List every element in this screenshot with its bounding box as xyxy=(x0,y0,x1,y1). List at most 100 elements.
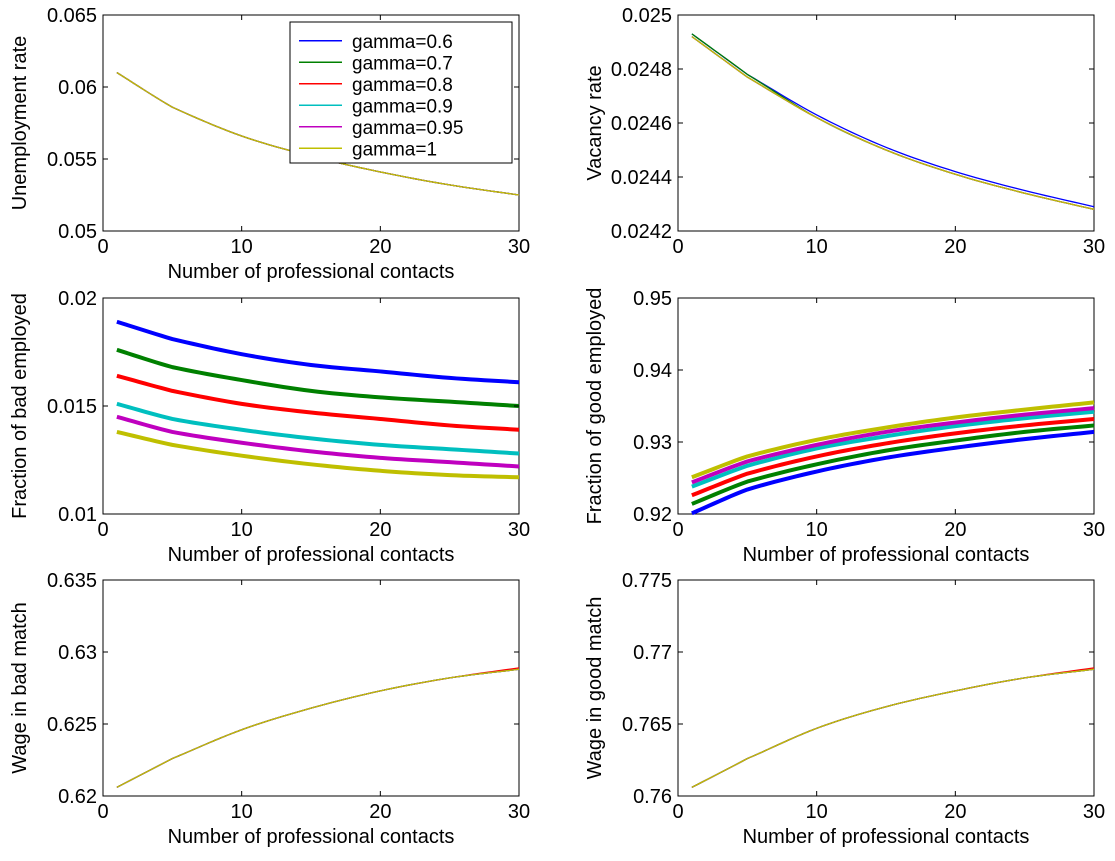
panel-4: 0 10 20 30 0.92 0.93 0.94 0.95 Number of profess… xyxy=(584,288,1105,566)
series-line-gamma-1 xyxy=(116,668,520,788)
x-tick-label: 0 xyxy=(672,519,683,541)
x-tick-label: 30 xyxy=(508,236,530,258)
plot-area xyxy=(677,14,1095,232)
legend: gamma=0.6gamma=0.7gamma=0.8gamma=0.9gamm… xyxy=(289,21,513,164)
x-axis-label: Number of professional contacts xyxy=(168,544,455,566)
series-lines xyxy=(116,667,520,788)
series-lines xyxy=(116,319,520,480)
x-tick-label: 10 xyxy=(806,801,828,823)
y-tick-label: 0.95 xyxy=(633,288,672,310)
x-tick-label: 10 xyxy=(806,519,828,541)
y-tick-label: 0.775 xyxy=(622,570,672,592)
y-tick-label: 0.065 xyxy=(47,5,97,27)
legend-item: gamma=0.9 xyxy=(299,96,453,117)
series-line-gamma-1 xyxy=(691,668,1095,788)
y-tick-label: 0.01 xyxy=(58,504,97,526)
legend-label: gamma=0.8 xyxy=(352,75,453,96)
y-tick-label: 0.0242 xyxy=(611,221,672,243)
legend-item: gamma=1 xyxy=(299,139,437,160)
y-axis-label: Unemployment rate xyxy=(9,36,31,211)
x-tick-label: 30 xyxy=(1083,801,1105,823)
x-tick-label: 20 xyxy=(369,801,391,823)
y-tick-label: 0.94 xyxy=(633,360,672,382)
x-tick-label: 0 xyxy=(97,801,108,823)
series-line-gamma-0-8 xyxy=(691,416,1095,498)
series-line-gamma-1 xyxy=(691,36,1095,211)
x-tick-label: 30 xyxy=(508,801,530,823)
x-axis-label: Number of professional contacts xyxy=(743,826,1030,848)
legend-label: gamma=0.95 xyxy=(352,118,463,139)
y-tick-label: 0.92 xyxy=(633,504,672,526)
x-tick-label: 0 xyxy=(97,236,108,258)
y-tick-label: 0.765 xyxy=(622,714,672,736)
series-line-gamma-0-8 xyxy=(116,373,520,432)
panel-2: 0 10 20 30 0.0242 0.0244 0.0246 0.0248 0.025 Vaca… xyxy=(584,5,1105,258)
x-tick-label: 10 xyxy=(231,801,253,823)
series-line-gamma-1 xyxy=(116,429,520,480)
y-tick-label: 0.025 xyxy=(622,5,672,27)
legend-item: gamma=0.8 xyxy=(299,75,453,96)
y-tick-label: 0.635 xyxy=(47,570,97,592)
legend-label: gamma=0.6 xyxy=(352,32,453,53)
series-line-gamma-0-6 xyxy=(116,319,520,385)
legend-label: gamma=0.9 xyxy=(352,96,453,117)
series-line-gamma-0-7 xyxy=(691,423,1095,506)
y-tick-label: 0.93 xyxy=(633,432,672,454)
x-tick-label: 30 xyxy=(508,519,530,541)
y-tick-label: 0.62 xyxy=(58,786,97,808)
y-tick-label: 0.625 xyxy=(47,714,97,736)
x-tick-label: 30 xyxy=(1083,519,1105,541)
panel-3: 0 10 20 30 0.01 0.015 0.02 Number of profession… xyxy=(9,288,530,566)
x-tick-label: 20 xyxy=(944,519,966,541)
series-line-gamma-0-95 xyxy=(691,406,1095,485)
x-tick-label: 0 xyxy=(672,236,683,258)
plot-area xyxy=(102,297,520,515)
y-tick-label: 0.0246 xyxy=(611,113,672,135)
y-tick-label: 0.0244 xyxy=(611,167,672,189)
series-line-gamma-0-9 xyxy=(116,401,520,456)
plot-area xyxy=(102,579,520,797)
panel-5: 0 10 20 30 0.62 0.625 0.63 0.635 Number of profe… xyxy=(9,570,530,848)
x-tick-label: 10 xyxy=(231,519,253,541)
y-axis-label: Wage in bad match xyxy=(9,602,31,774)
x-tick-label: 10 xyxy=(806,236,828,258)
legend-item: gamma=0.95 xyxy=(299,118,463,139)
y-tick-label: 0.0248 xyxy=(611,59,672,81)
x-axis-label: Number of professional contacts xyxy=(743,544,1030,566)
x-axis-label: Number of professional contacts xyxy=(168,261,455,283)
y-tick-label: 0.76 xyxy=(633,786,672,808)
x-tick-label: 20 xyxy=(369,519,391,541)
legend-label: gamma=1 xyxy=(352,139,437,160)
series-lines xyxy=(691,667,1095,788)
series-line-gamma-0-9 xyxy=(691,409,1095,489)
y-tick-label: 0.015 xyxy=(47,396,97,418)
x-tick-label: 10 xyxy=(231,236,253,258)
plot-area xyxy=(677,579,1095,797)
plot-area xyxy=(677,297,1095,515)
y-tick-label: 0.05 xyxy=(58,221,97,243)
legend-item: gamma=0.7 xyxy=(299,53,453,74)
legend-item: gamma=0.6 xyxy=(299,32,453,53)
legend-label: gamma=0.7 xyxy=(352,53,453,74)
y-axis-label: Vacancy rate xyxy=(584,65,606,180)
y-axis-label: Fraction of good employed xyxy=(584,288,606,525)
x-tick-label: 30 xyxy=(1083,236,1105,258)
y-tick-label: 0.02 xyxy=(58,288,97,310)
y-axis-label: Fraction of bad employed xyxy=(9,293,31,519)
legend-box xyxy=(289,21,513,164)
y-axis-label: Wage in good match xyxy=(584,597,606,780)
series-line-gamma-0-7 xyxy=(116,347,520,408)
series-lines xyxy=(691,33,1095,211)
x-tick-label: 0 xyxy=(97,519,108,541)
series-lines xyxy=(691,400,1095,516)
series-line-gamma-0-95 xyxy=(116,414,520,469)
x-tick-label: 20 xyxy=(944,801,966,823)
series-line-gamma-1 xyxy=(691,400,1095,480)
y-tick-label: 0.055 xyxy=(47,149,97,171)
y-tick-label: 0.06 xyxy=(58,77,97,99)
series-line-gamma-0-6 xyxy=(691,429,1095,516)
panel-6: 0 10 20 30 0.76 0.765 0.77 0.775 Number of profe… xyxy=(584,570,1105,848)
x-tick-label: 0 xyxy=(672,801,683,823)
x-tick-label: 20 xyxy=(944,236,966,258)
